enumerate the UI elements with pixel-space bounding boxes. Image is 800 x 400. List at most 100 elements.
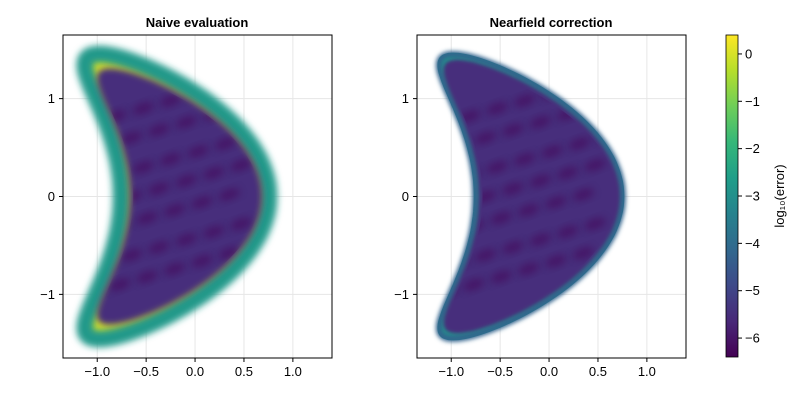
colorbar-tick-label: −3 <box>745 189 760 204</box>
low-error-spot <box>102 227 103 240</box>
low-error-spot <box>160 94 182 107</box>
low-error-spot <box>26 241 50 258</box>
x-tick-label: −0.5 <box>133 364 159 379</box>
low-error-spot <box>419 145 443 162</box>
low-error-spot <box>37 153 61 170</box>
low-error-spot <box>175 116 197 129</box>
low-error-spot <box>53 233 77 250</box>
low-error-spot <box>120 249 142 262</box>
interior-region <box>443 59 621 334</box>
low-error-spot <box>557 225 579 238</box>
low-error-spot <box>380 300 404 317</box>
low-error-spot <box>49 123 73 140</box>
low-error-spot <box>502 123 524 136</box>
low-error-spot <box>191 255 213 268</box>
low-error-spot <box>203 166 225 180</box>
x-tick-label: 0.0 <box>540 364 558 379</box>
low-error-spot <box>120 131 142 144</box>
colorbar-tick-label: 0 <box>745 46 752 61</box>
low-error-spot <box>160 153 182 166</box>
colorbar-tick-label: −2 <box>745 141 760 156</box>
low-error-spot <box>502 182 524 195</box>
low-error-spot <box>541 145 563 158</box>
low-error-spot <box>230 217 252 230</box>
x-tick-label: 0.0 <box>186 364 204 379</box>
low-error-spot <box>136 212 158 225</box>
low-error-spot <box>557 166 579 180</box>
x-tick-label: 1.0 <box>638 364 656 379</box>
x-tick-label: 1.0 <box>284 364 302 379</box>
colorbar: 0 −1 −2 −3 −4 −5 −6 log₁₀(error) <box>725 34 787 358</box>
y-tick-label: 0 <box>48 189 55 204</box>
low-error-spot <box>474 131 496 144</box>
low-error-spot <box>568 137 590 150</box>
x-axis: −1.0 −0.5 0.0 0.5 1.0 <box>438 358 656 379</box>
low-error-spot <box>37 212 61 229</box>
low-error-spot <box>419 204 443 221</box>
plot-title: Naive evaluation <box>146 15 249 30</box>
x-axis: −1.0 −0.5 0.0 0.5 1.0 <box>84 358 302 379</box>
low-error-spot <box>584 100 606 113</box>
y-tick-label: 1 <box>402 91 409 106</box>
low-error-spot <box>403 123 427 140</box>
low-error-spot <box>529 233 551 246</box>
low-error-spot <box>568 78 590 91</box>
plot-title: Nearfield correction <box>490 15 613 30</box>
low-error-spot <box>175 174 197 187</box>
low-error-spot <box>419 262 443 279</box>
low-error-spot <box>572 188 594 201</box>
low-error-spot <box>65 262 89 279</box>
low-error-spot <box>391 212 415 229</box>
low-error-spot <box>514 94 536 107</box>
low-error-spot <box>529 116 551 129</box>
low-error-spot <box>407 233 431 250</box>
low-error-spot <box>545 196 567 209</box>
low-error-spot <box>214 137 236 150</box>
plot-nearfield-correction: Nearfield correction −1.0 −0.5 0.0 0.5 1.0 −… <box>380 15 687 379</box>
colorbar-tick-label: −6 <box>745 331 760 346</box>
low-error-spot <box>187 145 209 158</box>
low-error-spot <box>136 270 158 283</box>
y-tick-label: −1 <box>40 287 55 302</box>
low-error-spot <box>584 159 606 172</box>
low-error-spot <box>502 241 524 254</box>
low-error-spot <box>584 217 606 230</box>
low-error-spot <box>132 161 154 174</box>
low-error-spot <box>148 182 170 195</box>
low-error-spot <box>486 161 508 174</box>
low-error-spot <box>391 153 415 170</box>
low-error-spot <box>164 204 185 217</box>
error-field <box>26 45 278 348</box>
low-error-spot <box>164 262 185 275</box>
low-error-spot <box>65 145 89 162</box>
low-error-spot <box>545 255 567 268</box>
colorbar-tick-label: −5 <box>745 283 760 298</box>
low-error-spot <box>132 102 154 115</box>
low-error-spot <box>148 123 170 136</box>
y-axis: −1 0 1 <box>40 91 63 302</box>
boundary-transition <box>435 51 626 342</box>
low-error-spot <box>65 204 89 221</box>
y-tick-label: −1 <box>394 287 409 302</box>
y-axis: −1 0 1 <box>394 91 417 302</box>
low-error-spot <box>230 159 252 172</box>
low-error-spot <box>203 225 225 238</box>
low-error-spot <box>518 204 539 217</box>
colorbar-tick-label: −4 <box>745 236 760 251</box>
low-error-spot <box>474 249 496 262</box>
low-error-spot <box>490 212 512 225</box>
colorbar-ticks: 0 −1 −2 −3 −4 −5 −6 <box>738 46 760 346</box>
y-tick-label: 1 <box>48 91 55 106</box>
low-error-spot <box>486 102 508 115</box>
low-error-spot <box>463 278 485 291</box>
low-error-spot <box>529 174 551 187</box>
plot-naive-evaluation: Naive evaluation −1.0 −0.5 0.0 0.5 1.0 −1 0 1 <box>26 15 333 379</box>
low-error-spot <box>214 78 236 91</box>
low-error-spot <box>109 278 131 291</box>
low-error-spot <box>572 247 594 260</box>
low-error-spot <box>391 270 415 287</box>
low-error-spot <box>26 300 50 317</box>
low-error-spot <box>518 262 539 275</box>
colorbar-label: log₁₀(error) <box>772 164 787 227</box>
